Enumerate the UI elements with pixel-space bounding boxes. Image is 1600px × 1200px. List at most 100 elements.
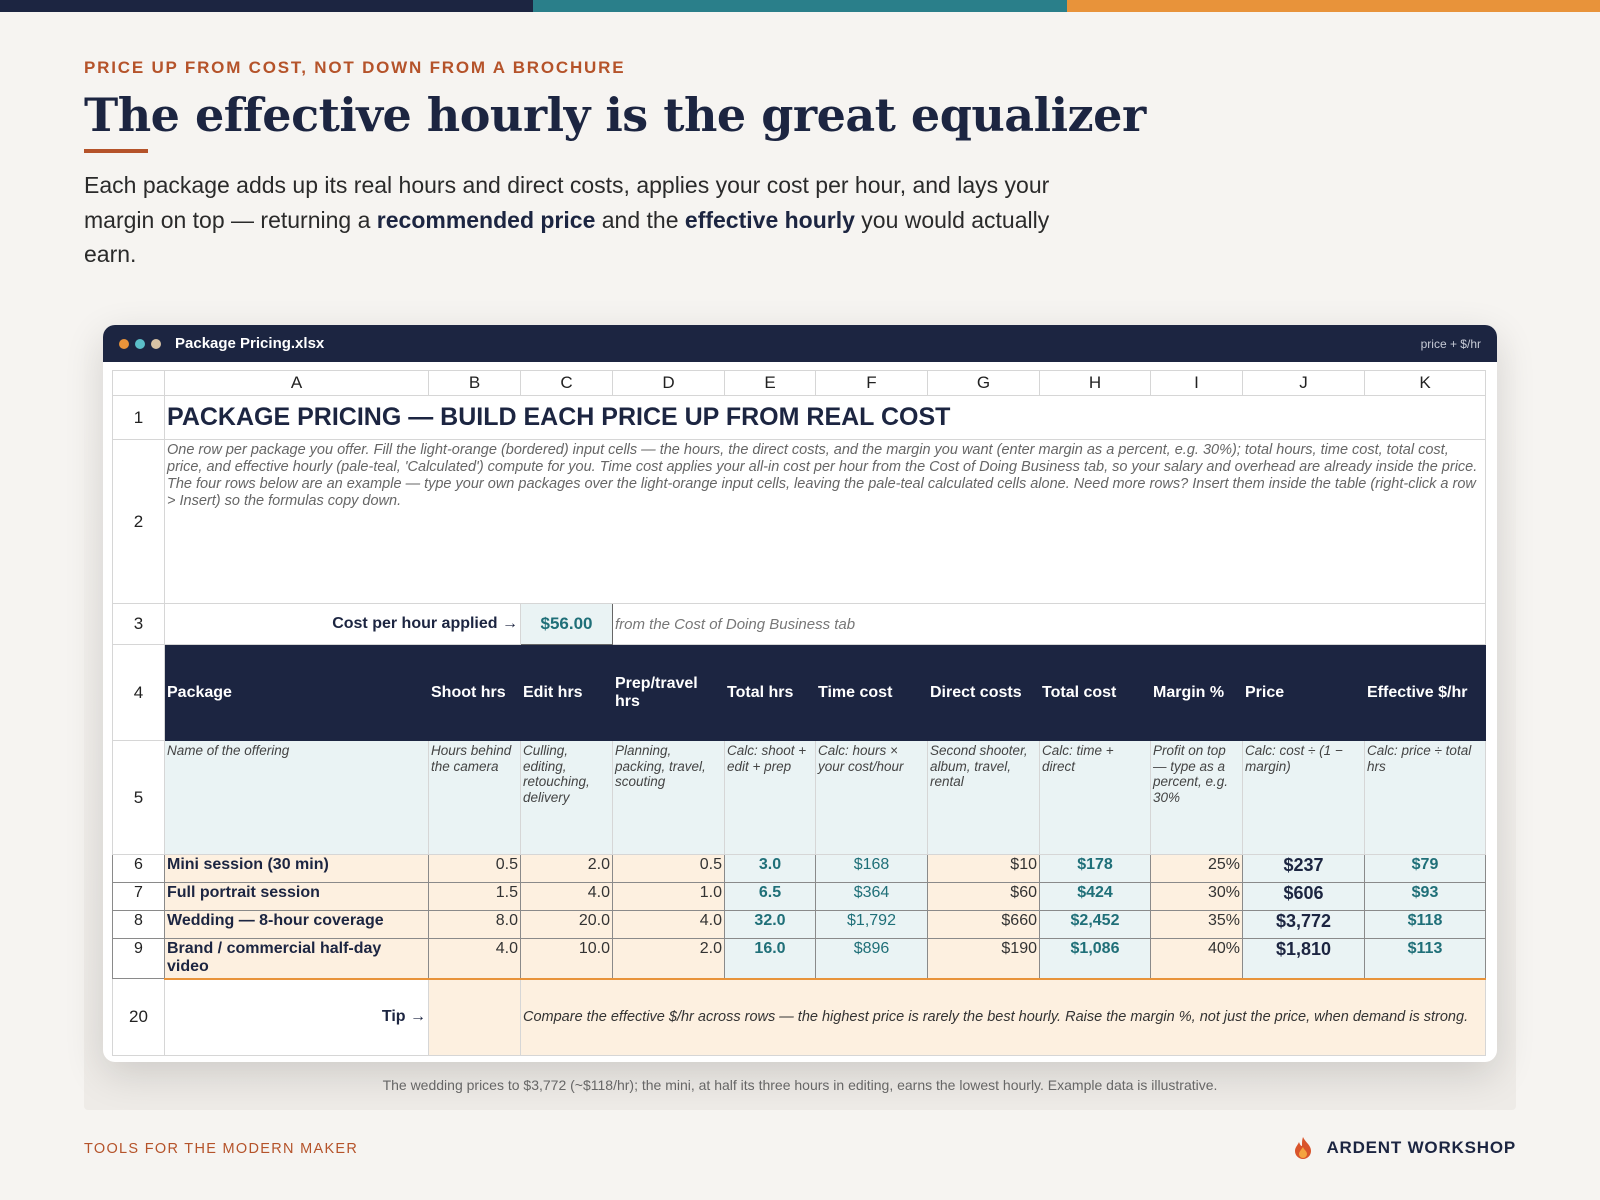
cell-value: $79	[1364, 854, 1486, 883]
cell-value: 35%	[1150, 910, 1243, 939]
row-number: 4	[112, 644, 165, 741]
column-letter: C	[520, 370, 613, 396]
cell-value: $1,086	[1039, 938, 1151, 980]
cell-value: $896	[815, 938, 928, 980]
intro-text: you would actually earn.	[84, 206, 1050, 268]
column-header: Total hrs	[724, 644, 816, 741]
cell-value: 2.0	[612, 938, 725, 980]
row-number: 3	[112, 603, 165, 645]
package-name: Full portrait session	[164, 882, 429, 911]
cell-value: 0.5	[428, 854, 521, 883]
column-note: Profit on top — type as a percent, e.g. …	[1150, 740, 1243, 855]
caption: The wedding prices to $3,772 (~$118/hr);…	[382, 1077, 1218, 1093]
sheet-row: 2 One row per package you offer. Fill the…	[112, 439, 1486, 604]
badge: price + $/hr	[1420, 336, 1481, 351]
brand-name: ARDENT WORKSHOP	[1326, 1138, 1516, 1157]
cell-value: 30%	[1150, 882, 1243, 911]
cell-value: $424	[1039, 882, 1151, 911]
column-note: Culling, editing, retouching, delivery	[520, 740, 613, 855]
sheet-row: 5 Name of the offering Hours behind the ca…	[112, 740, 1486, 855]
cell-value: $190	[927, 938, 1040, 980]
accent-rule	[84, 149, 148, 153]
column-header: Direct costs	[927, 644, 1040, 741]
row-number: 2	[112, 439, 165, 604]
column-letter: A	[164, 370, 429, 396]
stripe	[533, 0, 1067, 12]
sheet-row: 7 Full portrait session 1.5 4.0 1.0 6.5 $364 $6…	[112, 882, 1486, 911]
cell-value: $660	[927, 910, 1040, 939]
cell-value: $2,452	[1039, 910, 1151, 939]
package-name: Brand / commercial half-day video	[164, 938, 429, 980]
window-dot[interactable]	[119, 338, 129, 349]
column-letter: I	[1150, 370, 1243, 396]
stripe	[0, 0, 533, 12]
intro-text: and the	[595, 206, 685, 233]
cell-value: $10	[927, 854, 1040, 883]
cell-value: $113	[1364, 938, 1486, 980]
intro-text: Each package adds up its real hours and …	[84, 172, 1050, 233]
cell-value: 4.0	[612, 910, 725, 939]
cell-value: 2.0	[520, 854, 613, 883]
tip-label: Tip →	[164, 978, 429, 1056]
cell-value: $606	[1242, 882, 1365, 911]
column-header: Shoot hrs	[428, 644, 521, 741]
eyebrow: PRICE UP FROM COST, NOT DOWN FROM A BROC…	[84, 58, 626, 77]
corner-cell	[112, 370, 165, 396]
column-note: Calc: price ÷ total hrs	[1364, 740, 1486, 855]
cost-note: from the Cost of Doing Business tab	[612, 603, 1486, 645]
sheet-row: 6 Mini session (30 min) 0.5 2.0 0.5 3.0 $168 $1…	[112, 854, 1486, 883]
column-header: Time cost	[815, 644, 928, 741]
column-note: Calc: time + direct	[1039, 740, 1151, 855]
sheet-row: 8 Wedding — 8-hour coverage 8.0 20.0 4.0 32.0…	[112, 910, 1486, 939]
cell-value: $118	[1364, 910, 1486, 939]
cell-value: $178	[1039, 854, 1151, 883]
row-number: 9	[112, 938, 165, 979]
window-dot[interactable]	[151, 338, 161, 349]
row-number: 6	[112, 854, 165, 883]
cell-value: 1.5	[428, 882, 521, 911]
sheet-grid: A B C D E F G H I J K 1 PACKAGE PRICING — BUILD EACH…	[112, 370, 1486, 1056]
package-name: Wedding — 8-hour coverage	[164, 910, 429, 939]
column-header: Effective $/hr	[1364, 644, 1486, 741]
cell-value: 3.0	[724, 854, 816, 883]
cell-value: 8.0	[428, 910, 521, 939]
intro-emphasis: recommended price	[376, 206, 596, 233]
sheet-row: 3 Cost per hour applied → $56.00 from the C…	[112, 603, 1486, 645]
cell-value: 25%	[1150, 854, 1243, 883]
cell-value: $3,772	[1242, 910, 1365, 939]
column-header: Prep/travel hrs	[612, 644, 725, 741]
column-note: Calc: cost ÷ (1 − margin)	[1242, 740, 1365, 855]
brand: ARDENT WORKSHOP	[1292, 1136, 1516, 1160]
headline: The effective hourly is the great equali…	[84, 88, 1146, 142]
cell-value: $168	[815, 854, 928, 883]
title-bar: Package Pricing.xlsx price + $/hr	[103, 325, 1497, 362]
column-note: Hours behind the camera	[428, 740, 521, 855]
column-note: Calc: shoot + edit + prep	[724, 740, 816, 855]
row-number: 20	[112, 978, 165, 1056]
column-header: Price	[1242, 644, 1365, 741]
column-letter: B	[428, 370, 521, 396]
column-header: Total cost	[1039, 644, 1151, 741]
tagline: TOOLS FOR THE MODERN MAKER	[84, 1141, 359, 1157]
row-number: 8	[112, 910, 165, 939]
sheet-row: 4 Package Shoot hrs Edit hrs Prep/travel hrs…	[112, 644, 1486, 741]
intro: Each package adds up its real hours and …	[84, 168, 1084, 272]
column-note: Calc: hours × your cost/hour	[815, 740, 928, 855]
column-note: Second shooter, album, travel, rental	[927, 740, 1040, 855]
column-letter: F	[815, 370, 928, 396]
cell-value: 4.0	[428, 938, 521, 980]
cell-value: 32.0	[724, 910, 816, 939]
instructions: One row per package you offer. Fill the …	[164, 439, 1486, 604]
window-dot[interactable]	[135, 338, 145, 349]
cell-value: $60	[927, 882, 1040, 911]
sheet-row: 9 Brand / commercial half-day video 4.0 10.…	[112, 938, 1486, 980]
column-header: Margin %	[1150, 644, 1243, 741]
column-letter: K	[1364, 370, 1486, 396]
column-header: Package	[164, 644, 429, 741]
cost-label: Cost per hour applied →	[164, 603, 521, 645]
cell-value: $1,810	[1242, 938, 1365, 980]
sheet-row: 1 PACKAGE PRICING — BUILD EACH PRICE UP F…	[112, 395, 1486, 440]
